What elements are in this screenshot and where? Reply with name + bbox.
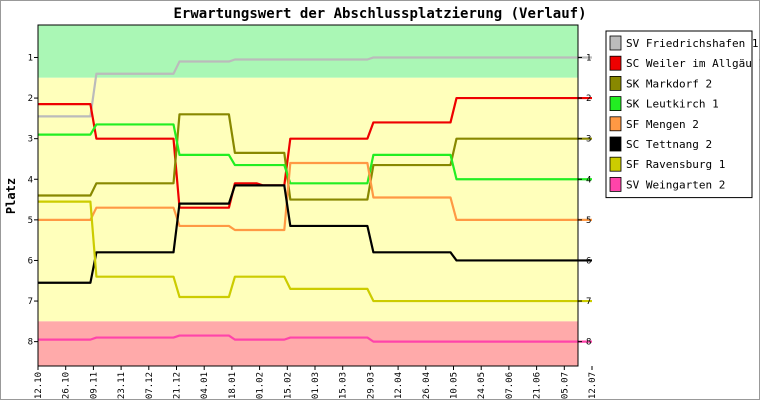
x-tick-label: 21.06 bbox=[533, 372, 543, 399]
legend-label: SV Friedrichshafen 1 bbox=[626, 37, 758, 50]
series-line-0 bbox=[38, 56, 592, 118]
y-axis-label: Platz bbox=[4, 178, 18, 214]
x-tick-label: 21.12 bbox=[173, 372, 183, 399]
legend-swatch bbox=[609, 156, 622, 172]
x-tick-label: 07.06 bbox=[505, 372, 515, 399]
y-axis-left: 1 2 3 4 5 6 7 8 bbox=[28, 53, 38, 348]
y-tick-label: 6 bbox=[28, 256, 33, 266]
legend-label: SF Mengen 2 bbox=[626, 118, 699, 131]
legend-swatch bbox=[609, 35, 622, 51]
y-tick-label: 2 bbox=[28, 94, 33, 104]
x-tick-label: 26.04 bbox=[422, 372, 432, 399]
x-tick-label: 23.11 bbox=[117, 372, 127, 399]
legend-label: SK Leutkirch 1 bbox=[626, 98, 719, 111]
x-tick-label: 29.03 bbox=[366, 372, 376, 399]
series-line-2 bbox=[38, 113, 592, 201]
y-tick-label: 1 bbox=[28, 53, 33, 63]
x-tick-label: 10.05 bbox=[450, 372, 460, 399]
chart-title: Erwartungswert der Abschlussplatzierung … bbox=[173, 6, 586, 22]
x-tick-label: 12.10 bbox=[34, 372, 44, 399]
y-tick-label-right: 5 bbox=[586, 216, 591, 226]
x-tick-label: 01.02 bbox=[256, 372, 266, 399]
x-tick-label: 18.01 bbox=[228, 372, 238, 399]
series-line-5 bbox=[38, 184, 592, 284]
x-tick-label: 26.10 bbox=[62, 372, 72, 399]
y-tick-label-right: 3 bbox=[586, 135, 591, 145]
x-tick-label: 09.11 bbox=[89, 372, 99, 399]
plot-area-border bbox=[37, 24, 579, 367]
band-0 bbox=[38, 25, 578, 78]
legend-swatch bbox=[609, 116, 622, 132]
legend-label: SK Markdorf 2 bbox=[626, 77, 712, 90]
y-tick-label-right: 6 bbox=[586, 256, 591, 266]
series-line-4 bbox=[38, 161, 592, 232]
y-tick-label: 8 bbox=[28, 338, 33, 348]
legend-swatch bbox=[609, 136, 622, 152]
y-tick-label-right: 4 bbox=[586, 175, 591, 185]
legend-label: SF Ravensburg 1 bbox=[626, 158, 725, 171]
legend-label: SC Weiler im Allgäu 1 bbox=[626, 57, 760, 70]
x-tick-label: 12.04 bbox=[394, 372, 404, 399]
x-tick-label: 05.07 bbox=[560, 372, 570, 399]
y-tick-label-right: 1 bbox=[586, 53, 591, 63]
series-line-7 bbox=[38, 334, 592, 343]
y-tick-label-right: 2 bbox=[586, 94, 591, 104]
y-axis-right: 1 2 3 4 5 6 7 8 bbox=[578, 53, 591, 348]
legend: SV Friedrichshafen 1 SC Weiler im Allgäu … bbox=[605, 30, 760, 199]
series-line-3 bbox=[38, 123, 592, 185]
y-tick-label-right: 8 bbox=[586, 338, 591, 348]
x-tick-label: 07.12 bbox=[145, 372, 155, 399]
x-tick-label: 15.03 bbox=[339, 372, 349, 399]
y-tick-label: 5 bbox=[28, 216, 33, 226]
legend-swatch bbox=[609, 96, 622, 111]
legend-swatch bbox=[609, 55, 622, 71]
background-bands bbox=[38, 25, 578, 366]
y-tick-label: 7 bbox=[28, 297, 33, 307]
y-tick-label: 4 bbox=[28, 175, 33, 185]
legend-swatch bbox=[609, 176, 622, 192]
legend-label: SC Tettnang 2 bbox=[626, 138, 712, 151]
x-tick-label: 04.01 bbox=[200, 372, 210, 399]
band-2 bbox=[38, 321, 578, 366]
series-lines bbox=[38, 56, 592, 343]
x-tick-label: 12.07 bbox=[588, 372, 598, 399]
legend-label: SV Weingarten 2 bbox=[626, 178, 725, 191]
x-axis: 12.10 26.10 09.11 23.11 07.12 21.12 04.01 18.01… bbox=[34, 366, 598, 399]
y-tick-label-right: 7 bbox=[586, 297, 591, 307]
legend-box bbox=[605, 30, 753, 199]
x-tick-label: 15.02 bbox=[283, 372, 293, 399]
x-tick-label: 01.03 bbox=[311, 372, 321, 399]
legend-swatch bbox=[609, 76, 622, 91]
y-tick-label: 3 bbox=[28, 135, 33, 145]
series-line-6 bbox=[38, 200, 592, 303]
series-line-1 bbox=[38, 96, 592, 209]
x-tick-label: 24.05 bbox=[477, 372, 487, 399]
